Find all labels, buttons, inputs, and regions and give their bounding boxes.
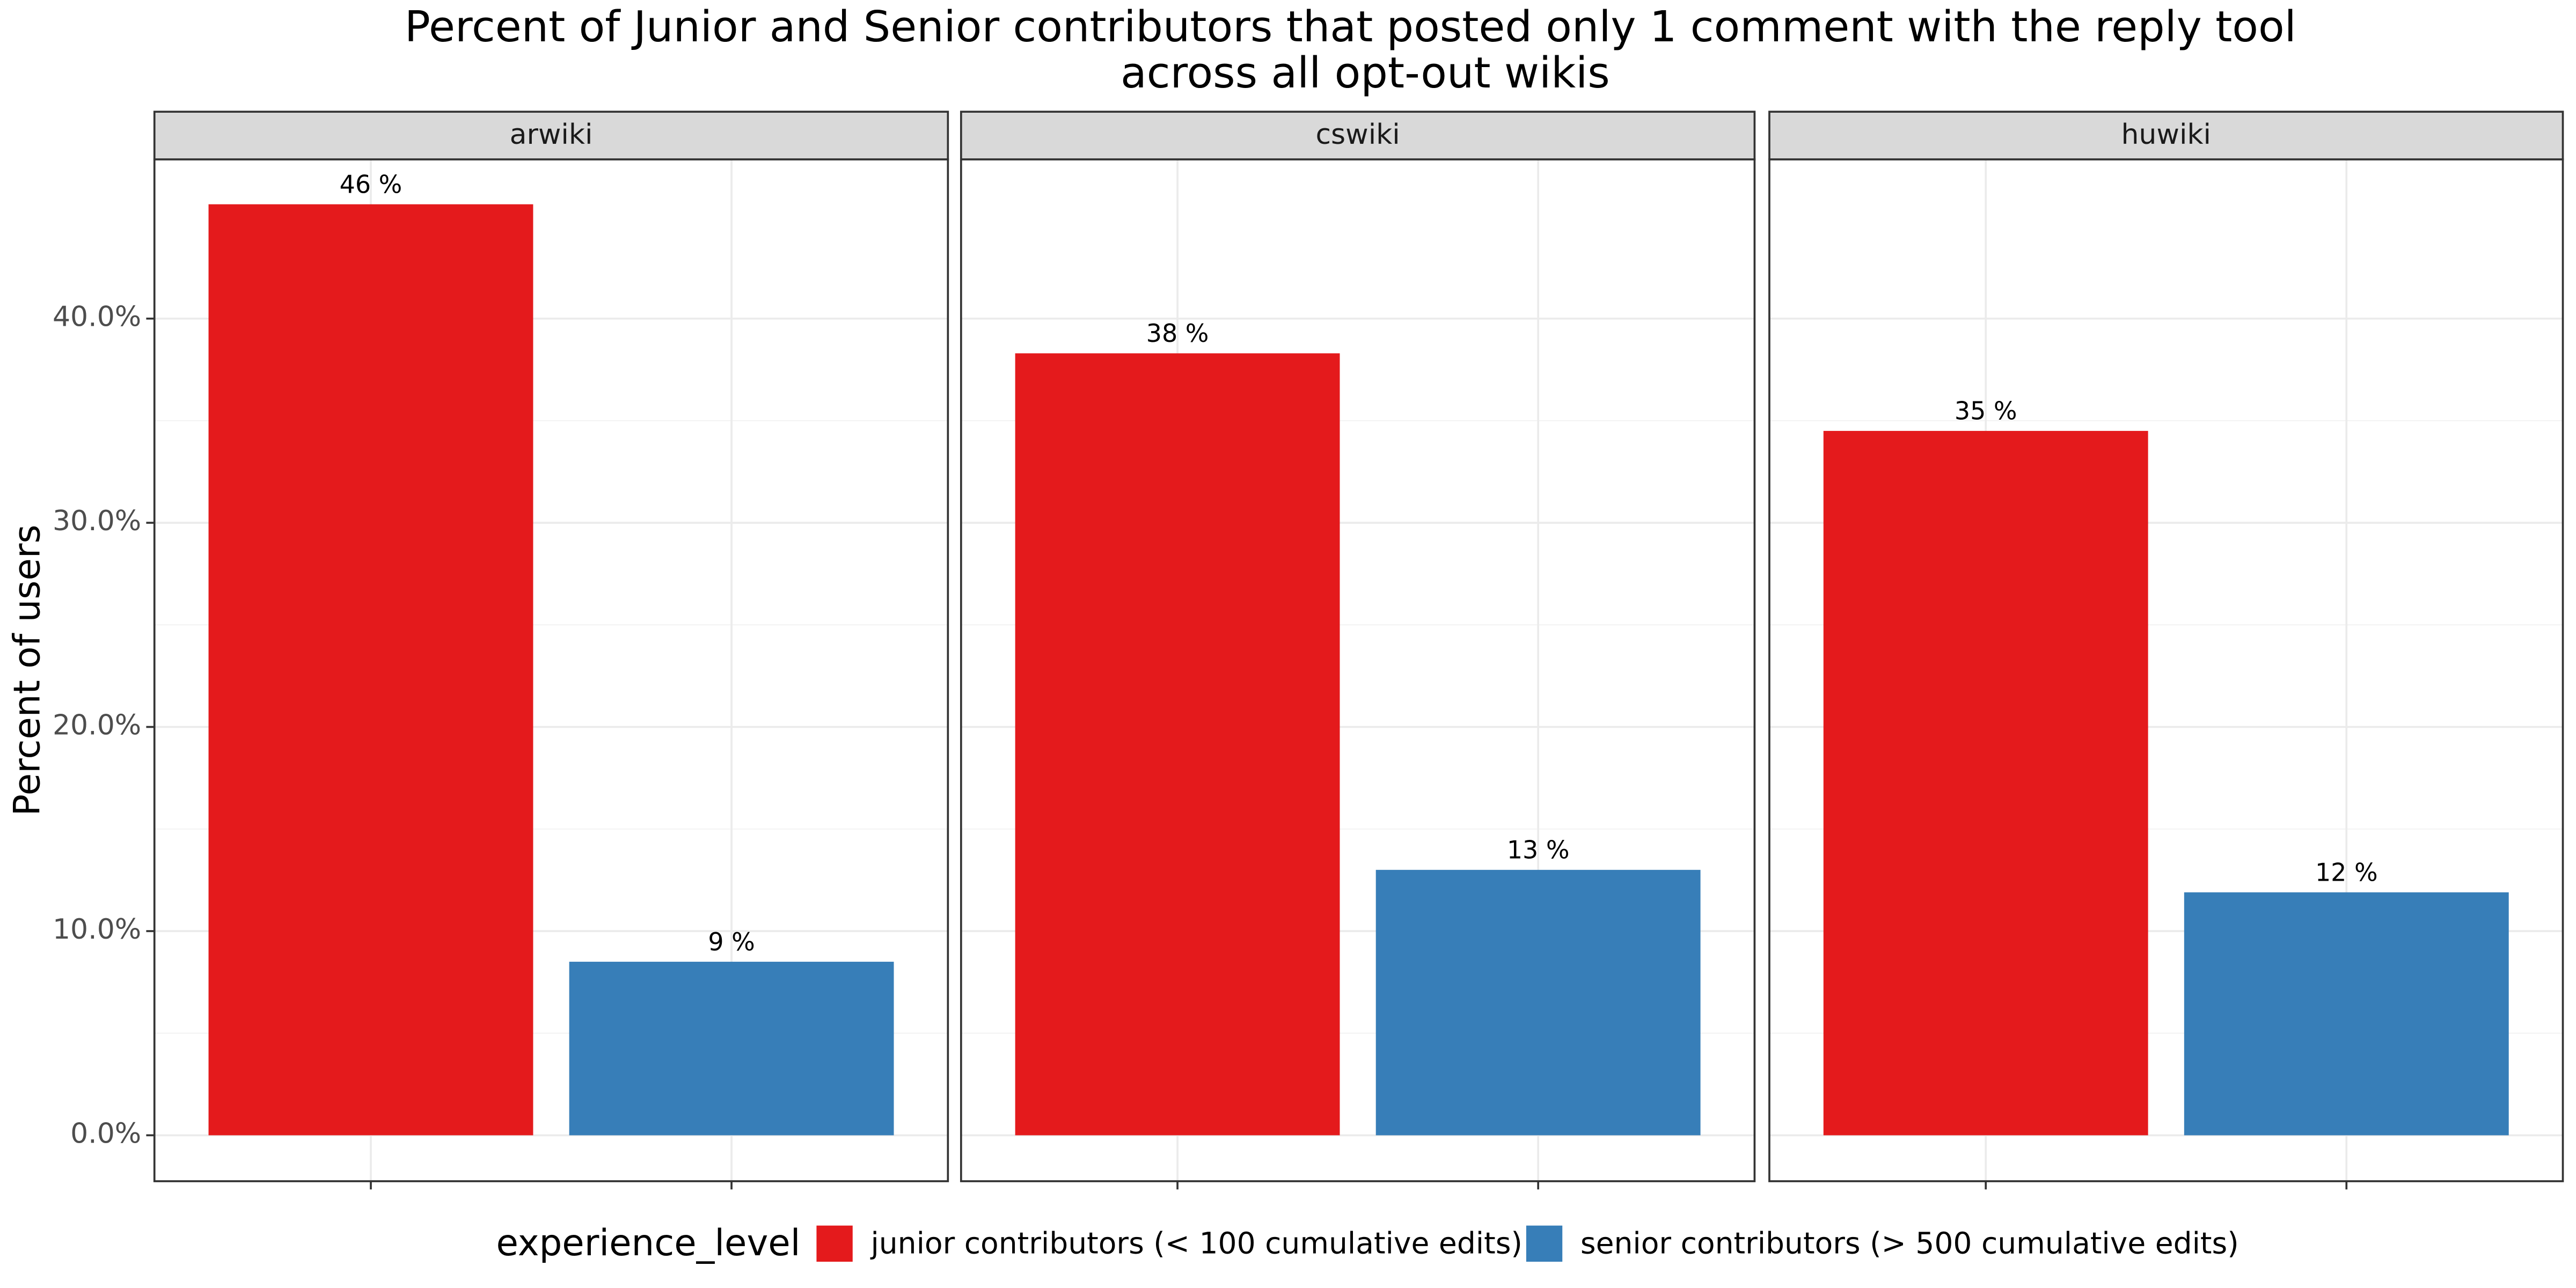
strip <box>960 111 1756 160</box>
bar <box>569 962 894 1136</box>
y-tick-label: 40.0% <box>53 301 141 333</box>
strip <box>153 111 949 160</box>
value-label: 13 % <box>1507 836 1570 865</box>
y-tick-label: 30.0% <box>53 505 141 537</box>
value-label: 12 % <box>2315 858 2378 887</box>
strip-label: huwiki <box>2121 119 2211 151</box>
y-tick-label: 10.0% <box>53 913 141 946</box>
legend-title: experience_level <box>496 1221 800 1264</box>
bar <box>1375 869 1701 1136</box>
strip-label: arwiki <box>510 119 593 151</box>
legend-key <box>816 1225 853 1262</box>
y-tick-label: 0.0% <box>70 1117 141 1150</box>
strip-label: cswiki <box>1315 119 1400 151</box>
y-axis-label: Percent of users <box>6 524 48 816</box>
value-label: 9 % <box>708 927 755 956</box>
legend-label: senior contributors (> 500 cumulative ed… <box>1580 1226 2239 1261</box>
value-label: 46 % <box>340 170 402 199</box>
legend-key <box>1526 1225 1563 1262</box>
value-label: 38 % <box>1146 319 1209 348</box>
y-tick-label: 20.0% <box>53 709 141 742</box>
strip <box>1768 111 2564 160</box>
bar <box>208 204 533 1136</box>
chart-title: Percent of Junior and Senior contributor… <box>405 2 2296 52</box>
value-label: 35 % <box>1955 397 2017 426</box>
legend-label: junior contributors (< 100 cumulative ed… <box>870 1226 1522 1261</box>
chart-title: across all opt-out wikis <box>1121 48 1610 98</box>
bar <box>1823 430 2148 1136</box>
bar <box>2184 892 2509 1136</box>
bar <box>1015 353 1340 1136</box>
